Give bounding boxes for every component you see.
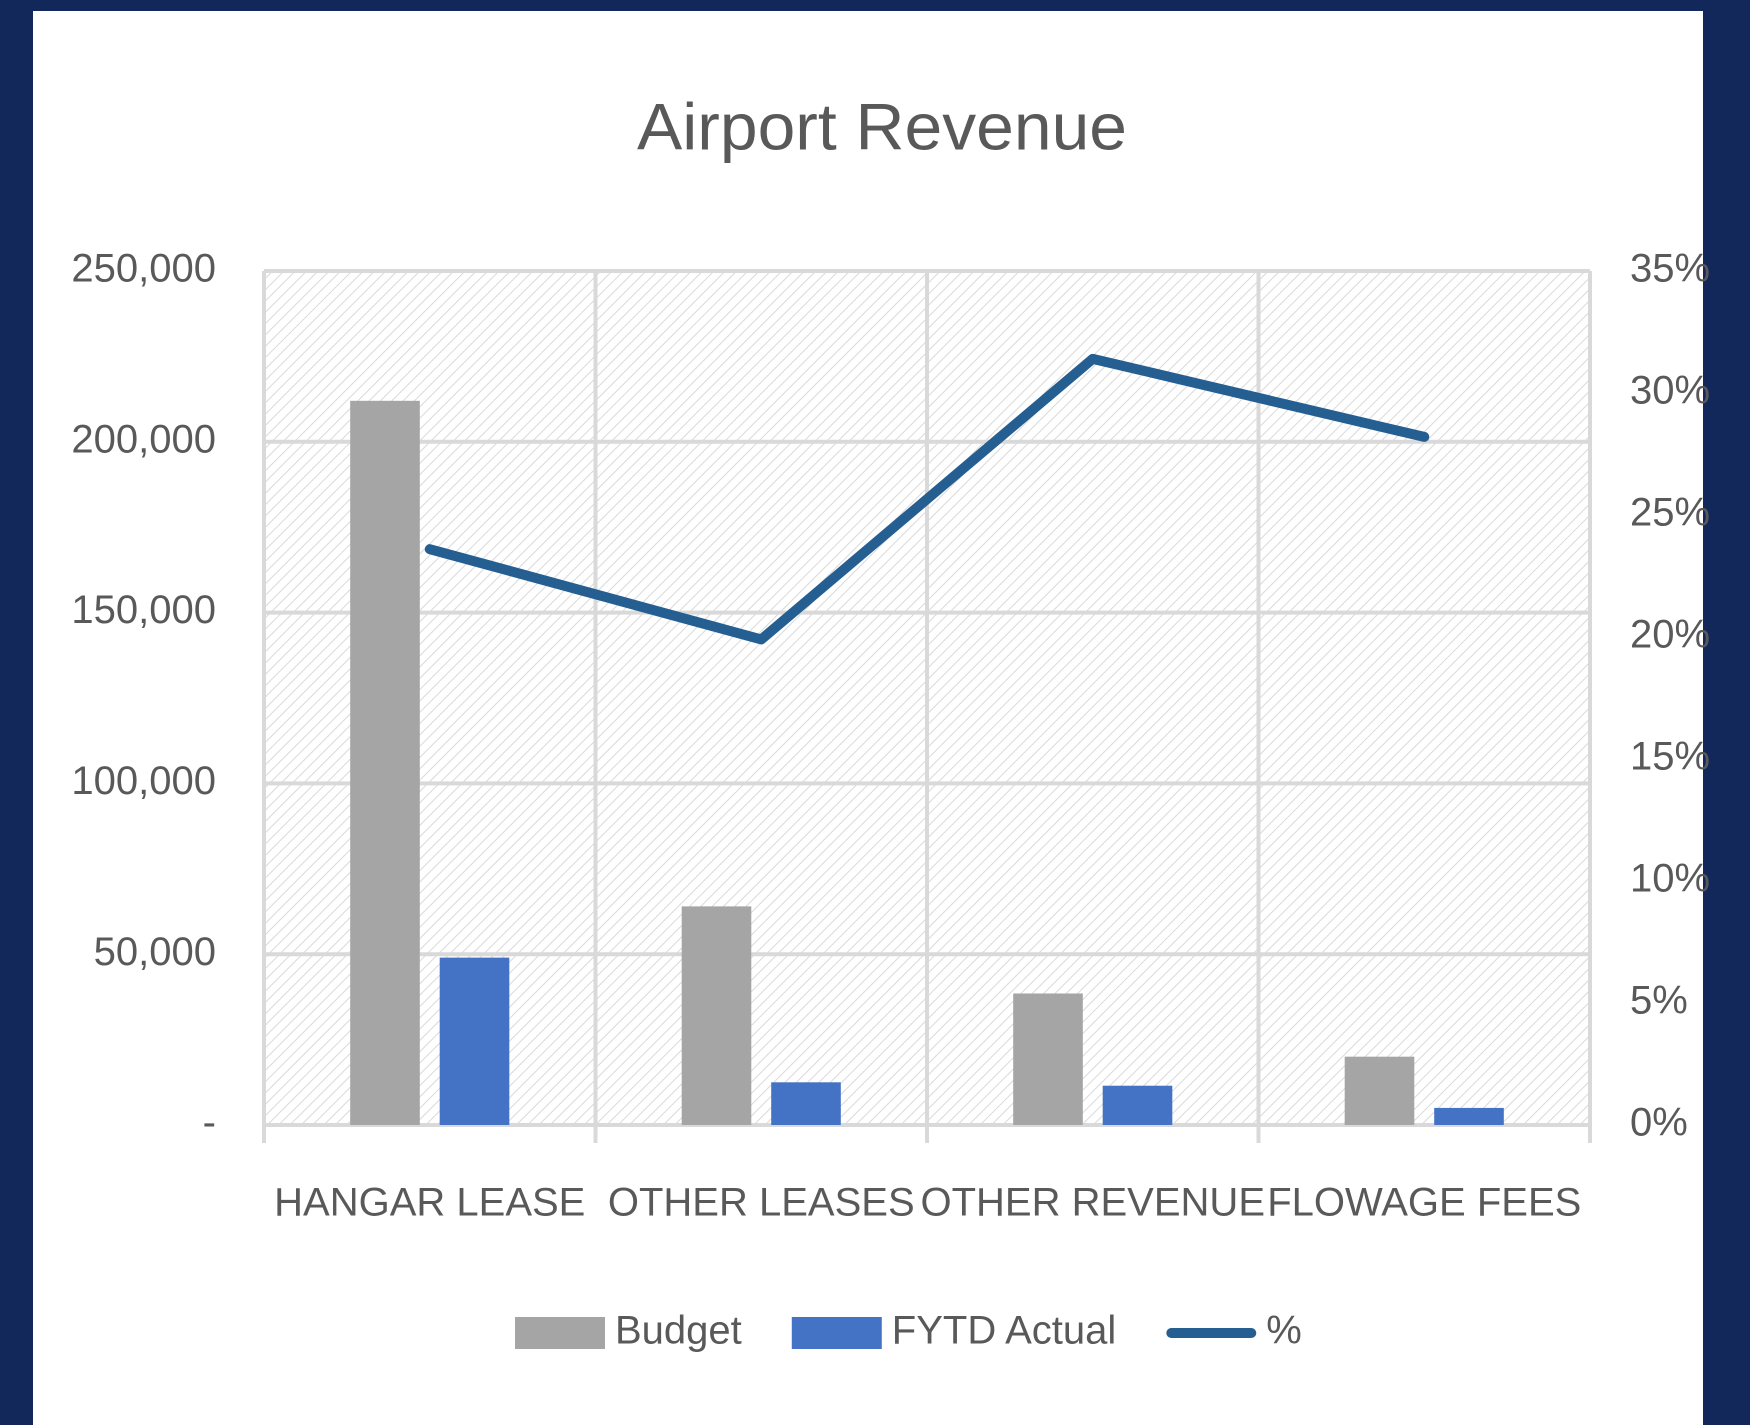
bar <box>1102 1085 1173 1125</box>
y-tick-label: 50,000 <box>94 930 216 974</box>
y-tick-label: 150,000 <box>71 588 216 632</box>
x-tick-label: OTHER LEASES <box>608 1181 915 1225</box>
x-tick-label: HANGAR LEASE <box>274 1181 585 1225</box>
legend-swatch <box>515 1317 605 1349</box>
y2-tick-label: 0% <box>1630 1101 1688 1145</box>
y2-tick-label: 30% <box>1630 369 1710 413</box>
y2-tick-label: 5% <box>1630 979 1688 1023</box>
bar <box>1013 993 1083 1125</box>
y-tick-label: - <box>203 1101 216 1145</box>
y-tick-label: 100,000 <box>71 759 216 803</box>
y2-tick-label: 25% <box>1630 491 1710 535</box>
bar <box>1434 1107 1504 1125</box>
legend-label: % <box>1266 1309 1302 1353</box>
x-tick-label: FLOWAGE FEES <box>1267 1181 1581 1225</box>
y-tick-label: 200,000 <box>71 417 216 461</box>
x-tick-label: OTHER REVENUE <box>921 1181 1266 1225</box>
y2-tick-label: 15% <box>1630 735 1710 779</box>
line-series <box>424 353 1430 645</box>
y2-tick-label: 35% <box>1630 247 1710 291</box>
chart-title: Airport Revenue <box>637 89 1127 163</box>
bar <box>771 1082 841 1125</box>
legend-label: Budget <box>615 1309 742 1353</box>
bar <box>439 957 510 1125</box>
legend-swatch <box>791 1317 882 1349</box>
bar <box>350 400 420 1126</box>
bar <box>681 906 752 1125</box>
legend-label: FYTD Actual <box>892 1309 1117 1353</box>
y2-tick-label: 10% <box>1630 857 1710 901</box>
y-tick-label: 250,000 <box>71 247 216 291</box>
bar <box>1344 1056 1415 1125</box>
y2-tick-label: 20% <box>1630 613 1710 657</box>
